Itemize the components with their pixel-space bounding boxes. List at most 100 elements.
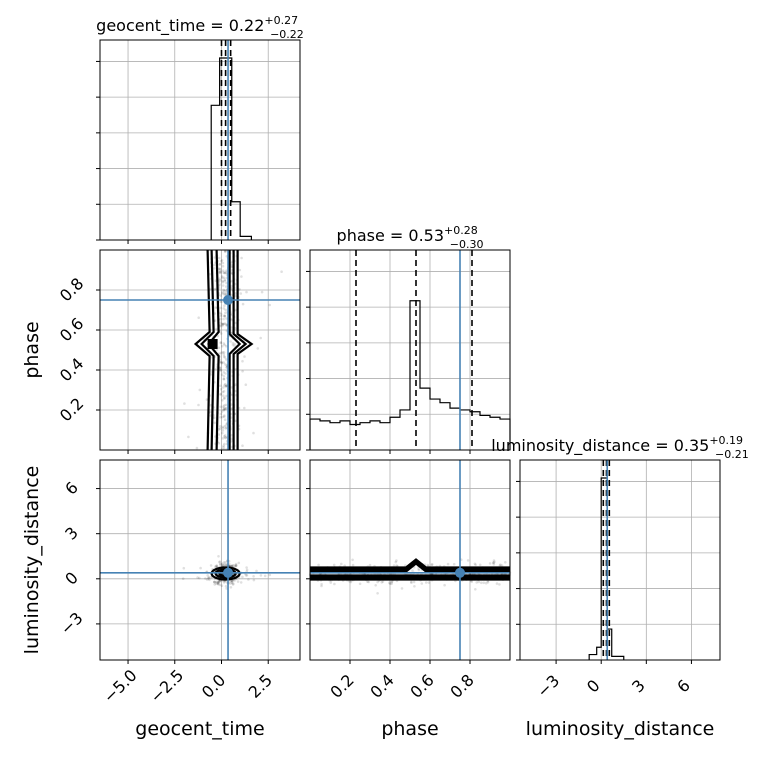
sample-point <box>223 314 227 318</box>
sample-point <box>229 586 233 589</box>
sample-point <box>224 561 227 564</box>
y-axis-label-phase: phase <box>21 321 43 378</box>
sample-point <box>223 315 226 318</box>
sample-point <box>223 292 226 295</box>
ytick-label-luminosity_distance: 3 <box>61 523 82 544</box>
sample-point <box>222 353 226 356</box>
ytick-label-phase: 0.4 <box>56 354 87 385</box>
sample-point <box>217 346 221 350</box>
sample-point <box>230 326 233 329</box>
sample-point <box>221 322 225 326</box>
sample-point <box>234 564 237 568</box>
sample-point <box>234 321 237 325</box>
sample-point <box>220 259 223 263</box>
sample-point <box>222 271 225 274</box>
sample-point <box>207 575 211 579</box>
sample-point <box>234 308 237 312</box>
sample-point <box>410 580 413 584</box>
title-luminosity-distance-median: 0.35 <box>674 436 710 455</box>
svg-text:phase = 0.53+0.28−0.30: phase = 0.53+0.28 −0.30 <box>337 224 484 251</box>
sample-point <box>230 279 233 283</box>
sample-point <box>219 392 223 396</box>
sample-point <box>223 314 226 317</box>
sample-point <box>213 580 216 584</box>
sample-point <box>218 263 221 266</box>
truth-marker <box>223 295 234 305</box>
sample-point <box>255 569 258 573</box>
sample-point <box>222 361 225 364</box>
sample-point <box>218 279 222 282</box>
title-phase-median: 0.53 <box>408 226 444 245</box>
xtick-label-geocent_time: 2.5 <box>245 670 276 701</box>
sample-point <box>220 300 223 304</box>
ytick-label-luminosity_distance: 6 <box>61 478 82 499</box>
sample-point <box>222 355 226 358</box>
sample-point <box>224 563 227 567</box>
sample-point <box>221 415 224 419</box>
x-axis-label-geocent-time: geocent_time <box>135 718 264 740</box>
sample-point <box>199 566 202 570</box>
sample-point <box>230 284 233 288</box>
sample-point <box>223 343 226 347</box>
sample-point <box>187 435 190 439</box>
sample-point <box>486 580 490 584</box>
sample-point <box>241 369 244 373</box>
sample-point <box>420 582 424 585</box>
sample-point <box>413 585 416 588</box>
x-axis-label-phase: phase <box>381 718 438 740</box>
sample-point <box>332 563 336 567</box>
panel-frame <box>309 249 511 451</box>
sample-point <box>480 581 483 585</box>
sample-point <box>343 564 347 567</box>
sample-point <box>209 564 213 567</box>
panel-geocent_time-luminosity_distance: −3 0 3 6 −5.0 −2.5 0.0 2.5 <box>57 459 301 707</box>
sample-point <box>222 317 225 321</box>
sample-point <box>222 351 226 354</box>
sample-point <box>219 294 222 297</box>
sample-point <box>482 581 486 585</box>
sample-point <box>219 368 222 372</box>
sample-point <box>230 293 234 297</box>
sample-point <box>427 581 431 584</box>
sample-point <box>225 426 228 429</box>
sample-point <box>222 322 225 326</box>
panel-phase-phase <box>306 249 511 454</box>
sample-point <box>224 308 227 312</box>
sample-point <box>219 416 222 419</box>
sample-point <box>230 434 234 437</box>
sample-point <box>220 410 224 413</box>
sample-point <box>218 580 221 584</box>
sample-point <box>240 256 243 260</box>
ytick-label-phase: 0.2 <box>56 394 87 425</box>
sample-point <box>417 568 421 572</box>
sample-point <box>466 559 470 562</box>
sample-point <box>221 264 225 268</box>
sample-point <box>452 562 456 566</box>
sample-point <box>218 427 222 430</box>
sample-point <box>219 341 223 345</box>
sample-point <box>217 433 220 436</box>
sample-point <box>218 267 221 271</box>
corner-panels: 0.2 0.4 0.6 0.8 −3 0 3 6 −5.0 −2.5 0.0 2.5 0.2 0.4 0.6… <box>56 39 721 707</box>
sample-point <box>374 584 378 587</box>
sample-point <box>241 302 245 306</box>
sample-point <box>470 580 474 583</box>
sample-point <box>220 324 224 328</box>
sample-point <box>214 368 218 371</box>
sample-point <box>198 388 202 392</box>
density-contour <box>200 249 248 451</box>
sample-point <box>215 565 218 568</box>
xtick-label-geocent_time: 0.0 <box>198 670 229 701</box>
sample-point <box>475 581 479 584</box>
sample-point <box>181 577 185 580</box>
sample-point <box>221 426 225 430</box>
sample-point <box>217 428 221 431</box>
sample-point <box>223 434 227 437</box>
sample-point <box>236 580 240 583</box>
sample-point <box>212 416 216 420</box>
sample-point <box>219 368 223 372</box>
sample-point <box>380 581 384 584</box>
sample-point <box>219 269 222 273</box>
sample-point <box>218 352 221 355</box>
ytick-label-luminosity_distance: −3 <box>57 608 87 638</box>
